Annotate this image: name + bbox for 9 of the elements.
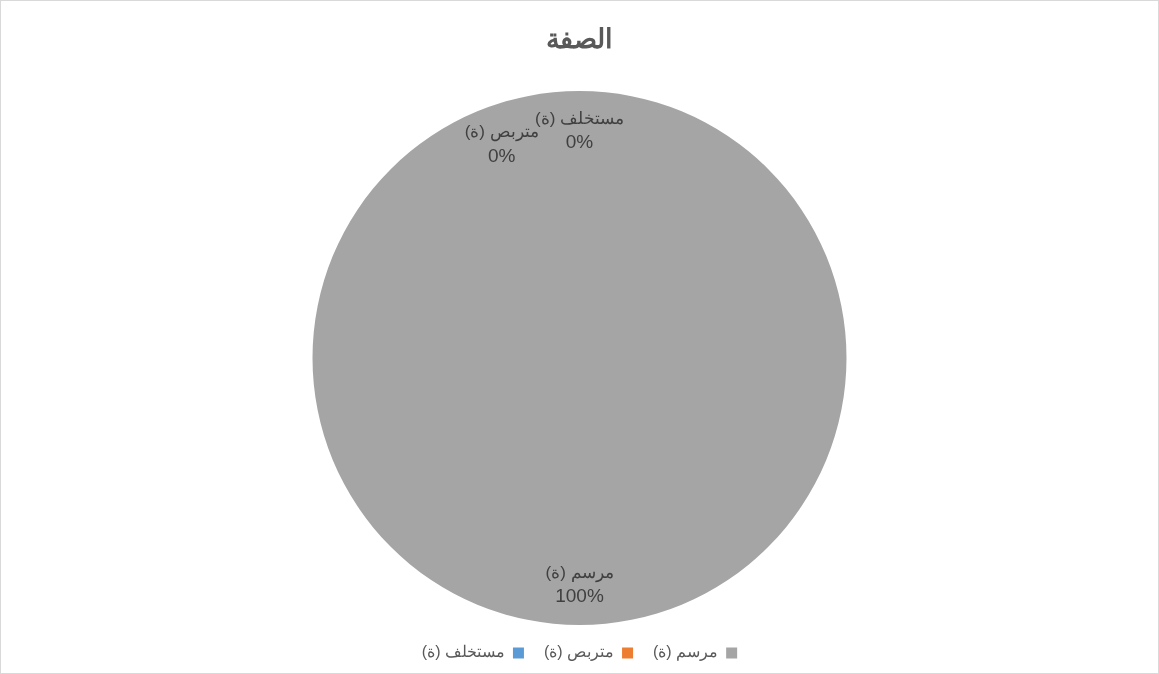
legend-label: مرسم (ة) [653,643,719,662]
category-label: مستخلف (ة) [534,108,625,128]
data-label: 100% [555,585,604,607]
text: 0% [487,145,516,167]
text: 0% [565,131,594,153]
chart-title: الصفة [545,23,614,55]
legend-label: متربص (ة) [543,643,615,662]
slice-label: مرسم (ة) [545,562,614,583]
legend-label: مستخلف (ة) [421,643,505,661]
